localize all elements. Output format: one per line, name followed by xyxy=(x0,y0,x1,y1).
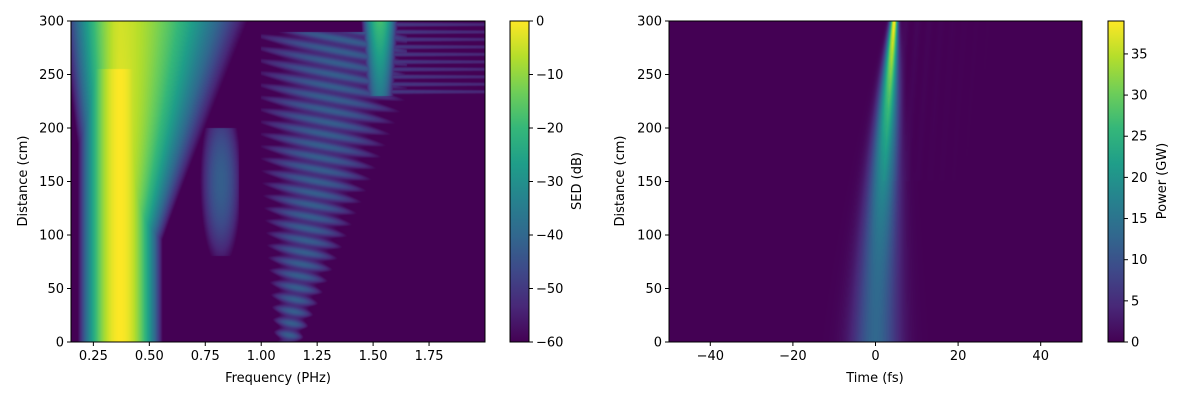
colorbar-tick-label: 20 xyxy=(1131,171,1148,186)
right-colorbar-label: Power (GW) xyxy=(1155,143,1170,220)
colorbar-tick-label: −20 xyxy=(536,122,563,137)
x-tick-label: 20 xyxy=(950,349,967,364)
left-x-axis-label: Frequency (PHz) xyxy=(225,371,331,386)
right-colorbar-ticks: 0 5 10 15 20 25 30 35 xyxy=(1124,47,1148,351)
y-tick-label: 50 xyxy=(47,282,64,297)
x-tick-label: 0.75 xyxy=(191,349,220,364)
left-colorbar xyxy=(510,21,529,342)
temporal-heatmap-area xyxy=(669,21,1082,342)
x-tick-label: 1.00 xyxy=(247,349,276,364)
x-tick-label: 0.50 xyxy=(135,349,164,364)
left-colorbar-label: SED (dB) xyxy=(570,152,585,210)
y-tick-label: 100 xyxy=(39,229,64,244)
colorbar-tick-label: −50 xyxy=(536,282,563,297)
left-panel: 0.25 0.50 0.75 1.00 1.25 1.50 1.75 0 50 100 150 20… xyxy=(16,15,585,387)
right-x-ticks: −40 −20 0 20 40 xyxy=(697,342,1049,364)
colorbar-tick-label: −10 xyxy=(536,68,563,83)
colorbar-tick-label: 10 xyxy=(1131,253,1148,268)
x-tick-label: 0 xyxy=(871,349,879,364)
x-tick-label: 1.50 xyxy=(359,349,388,364)
y-tick-label: 50 xyxy=(645,282,662,297)
x-tick-label: 1.75 xyxy=(415,349,444,364)
right-y-ticks: 0 50 100 150 200 250 300 xyxy=(637,15,669,351)
left-x-ticks: 0.25 0.50 0.75 1.00 1.25 1.50 1.75 xyxy=(79,342,444,364)
colorbar-tick-label: 5 xyxy=(1131,294,1139,309)
y-tick-label: 0 xyxy=(56,336,64,351)
colorbar-tick-label: −30 xyxy=(536,175,563,190)
colorbar-tick-label: 35 xyxy=(1131,47,1148,62)
x-tick-label: 1.25 xyxy=(303,349,332,364)
right-x-axis-label: Time (fs) xyxy=(845,371,903,386)
y-tick-label: 0 xyxy=(654,336,662,351)
y-tick-label: 200 xyxy=(39,122,64,137)
colorbar-tick-label: 0 xyxy=(1131,336,1139,351)
spectral-heatmap-area xyxy=(71,21,485,342)
y-tick-label: 250 xyxy=(637,68,662,83)
x-tick-label: 0.25 xyxy=(79,349,108,364)
x-tick-label: −20 xyxy=(779,349,806,364)
y-tick-label: 200 xyxy=(637,122,662,137)
y-tick-label: 150 xyxy=(637,175,662,190)
colorbar-tick-label: 15 xyxy=(1131,212,1148,227)
left-y-axis-label: Distance (cm) xyxy=(16,136,31,227)
left-y-ticks: 0 50 100 150 200 250 300 xyxy=(39,15,71,351)
y-tick-label: 100 xyxy=(637,229,662,244)
right-y-axis-label: Distance (cm) xyxy=(613,136,628,227)
right-colorbar xyxy=(1108,21,1124,342)
y-tick-label: 150 xyxy=(39,175,64,190)
y-tick-label: 250 xyxy=(39,68,64,83)
right-colorbar-frame xyxy=(1107,20,1125,343)
colorbar-tick-label: 0 xyxy=(536,15,544,30)
colorbar-tick-label: 30 xyxy=(1131,89,1148,104)
y-tick-label: 300 xyxy=(39,15,64,30)
x-tick-label: 40 xyxy=(1032,349,1049,364)
left-colorbar-ticks: 0 −10 −20 −30 −40 −50 −60 xyxy=(529,15,563,351)
colorbar-tick-label: 25 xyxy=(1131,130,1148,145)
colorbar-tick-label: −60 xyxy=(536,336,563,351)
y-tick-label: 300 xyxy=(637,15,662,30)
x-tick-label: −40 xyxy=(697,349,724,364)
colorbar-tick-label: −40 xyxy=(536,229,563,244)
